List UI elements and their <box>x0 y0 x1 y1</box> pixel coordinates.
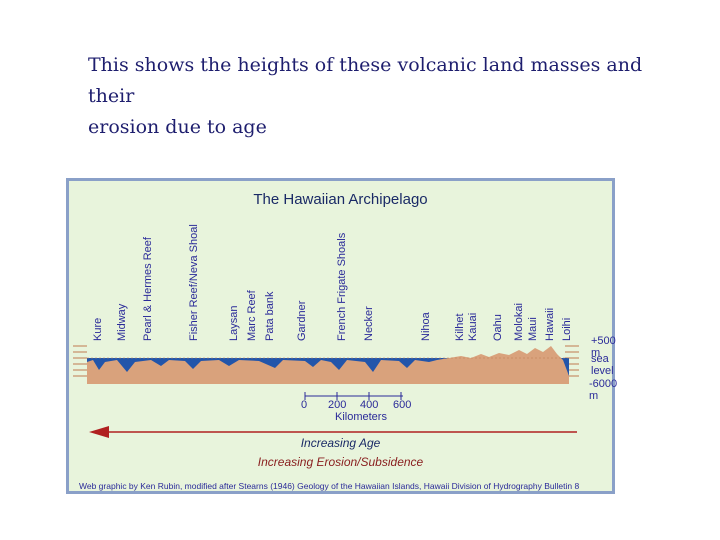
archipelago-figure: The Hawaiian Archipelago Kure Midway Pea… <box>66 178 618 494</box>
slide-title-line-2: erosion due to age <box>88 116 267 138</box>
age-arrow <box>89 426 577 438</box>
km-label-0: 0 <box>301 399 308 411</box>
left-ticks <box>73 345 87 377</box>
figure-credit: Web graphic by Ken Rubin, modified after… <box>79 481 580 491</box>
slide-title: This shows the heights of these volcanic… <box>88 50 648 143</box>
km-label-200: 200 <box>328 399 347 411</box>
increasing-erosion-label: Increasing Erosion/Subsidence <box>257 455 424 469</box>
km-unit-label: Kilometers <box>335 411 387 423</box>
age-arrow-head <box>89 426 109 438</box>
km-label-400: 400 <box>360 399 379 411</box>
km-scale <box>304 392 403 400</box>
bathymetry-profile <box>73 345 579 384</box>
km-label-600: 600 <box>393 399 412 411</box>
level-label-plus500: +500 m <box>591 335 616 359</box>
level-label-sea-level: sea level <box>591 353 614 377</box>
figure-title: The Hawaiian Archipelago <box>253 191 428 208</box>
slide-title-line-1: This shows the heights of these volcanic… <box>88 54 643 107</box>
level-label-minus6000: -6000 m <box>589 378 618 402</box>
seafloor-profile <box>87 346 569 384</box>
increasing-age-label: Increasing Age <box>300 436 381 450</box>
